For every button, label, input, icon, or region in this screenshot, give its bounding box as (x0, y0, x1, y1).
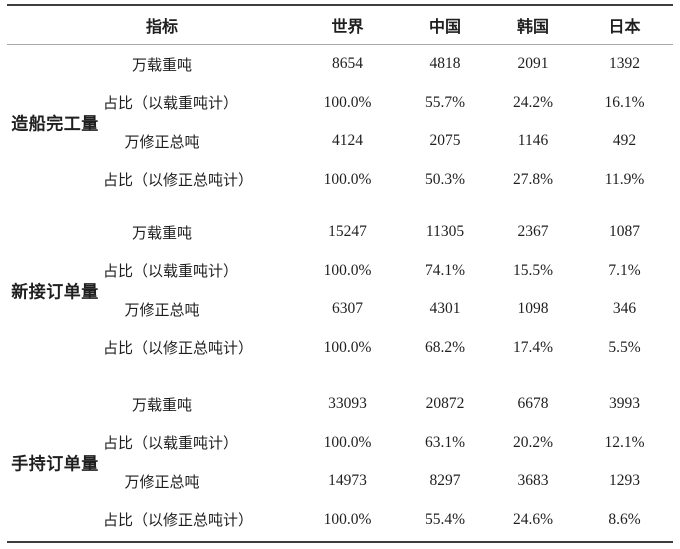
cell-value-china: 20872 (425, 395, 465, 413)
row-label: 万载重吨 (131, 57, 192, 74)
row-label: 万修正总吨 (124, 302, 200, 319)
cell-value-korea: 15.5% (512, 261, 554, 279)
row-label: 占比（以修正总吨计） (103, 341, 254, 358)
row-label: 占比（以修正总吨计） (103, 513, 254, 530)
row-label: 占比（以载重吨计） (103, 436, 239, 453)
row-group-order-backlog: 手持订单量 万载重吨 33093 20872 6678 3993 占比（以载重吨… (7, 385, 673, 539)
cell-value-japan: 11.9% (604, 170, 645, 188)
cell-value-world: 33093 (328, 395, 367, 413)
cell-value-japan: 12.1% (604, 433, 645, 451)
cell-value-china: 74.1% (424, 261, 466, 279)
cell-value-world: 100.0% (323, 93, 372, 111)
table-row: 万修正总吨 4124 2075 1146 492 (7, 122, 673, 161)
cell-value-world: 100.0% (323, 433, 372, 451)
table-header-row: 指标 世界 中国 韩国 日本 (7, 6, 673, 45)
cell-value-korea: 20.2% (512, 433, 554, 451)
cell-value-korea: 17.4% (512, 338, 554, 356)
cell-value-korea: 24.2% (512, 93, 554, 111)
header-col-korea: 韩国 (516, 19, 549, 36)
cell-value-world: 100.0% (323, 170, 372, 188)
cell-value-japan: 1293 (609, 472, 640, 490)
table-row: 占比（以载重吨计） 100.0% 55.7% 24.2% 16.1% (7, 84, 673, 123)
header-col-japan: 日本 (608, 19, 641, 36)
table-row: 万载重吨 8654 4818 2091 1392 (7, 45, 673, 84)
cell-value-china: 4818 (429, 55, 461, 73)
group-label-order-backlog: 手持订单量 (11, 454, 99, 474)
cell-value-japan: 1087 (609, 223, 640, 241)
header-indicator: 指标 (145, 19, 178, 36)
cell-value-world: 4124 (332, 132, 363, 150)
cell-value-world: 6307 (332, 300, 363, 318)
table-row: 万载重吨 15247 11305 2367 1087 (7, 213, 673, 252)
cell-value-korea: 2367 (517, 223, 549, 241)
header-col-china: 中国 (428, 19, 461, 36)
cell-value-china: 11305 (425, 223, 465, 241)
row-label: 万载重吨 (131, 225, 192, 242)
cell-value-japan: 3993 (609, 395, 640, 413)
cell-value-japan: 346 (612, 300, 637, 318)
cell-value-korea: 1146 (517, 132, 549, 150)
table-row: 占比（以修正总吨计） 100.0% 55.4% 24.6% 8.6% (7, 501, 673, 540)
cell-value-china: 8297 (429, 472, 461, 490)
row-label: 占比（以载重吨计） (103, 264, 239, 281)
cell-value-china: 2075 (429, 132, 461, 150)
group-label-new-orders: 新接订单量 (11, 282, 99, 302)
cell-value-korea: 27.8% (512, 170, 554, 188)
cell-value-world: 8654 (332, 55, 363, 73)
header-col-world: 世界 (331, 19, 364, 36)
row-label: 占比（以修正总吨计） (103, 173, 254, 190)
table-row: 万载重吨 33093 20872 6678 3993 (7, 385, 673, 424)
cell-value-japan: 8.6% (608, 510, 641, 528)
cell-value-china: 63.1% (424, 433, 466, 451)
cell-value-korea: 1098 (517, 300, 549, 318)
row-group-new-orders: 新接订单量 万载重吨 15247 11305 2367 1087 占比（以载重吨… (7, 213, 673, 367)
cell-value-world: 15247 (328, 223, 367, 241)
cell-value-china: 55.7% (424, 93, 466, 111)
cell-value-korea: 3683 (517, 472, 549, 490)
group-label-completed-output: 造船完工量 (11, 114, 99, 134)
cell-value-world: 14973 (328, 472, 367, 490)
cell-value-world: 100.0% (323, 261, 372, 279)
row-label: 占比（以载重吨计） (103, 96, 239, 113)
table-row: 占比（以载重吨计） 100.0% 74.1% 15.5% 7.1% (7, 252, 673, 291)
row-label: 万修正总吨 (124, 474, 200, 491)
table-row: 占比（以载重吨计） 100.0% 63.1% 20.2% 12.1% (7, 424, 673, 463)
cell-value-china: 4301 (429, 300, 461, 318)
cell-value-japan: 5.5% (608, 338, 641, 356)
table-row: 万修正总吨 6307 4301 1098 346 (7, 290, 673, 329)
row-group-completed-output: 造船完工量 万载重吨 8654 4818 2091 1392 占比（以载重吨计）… (7, 45, 673, 199)
shipbuilding-statistics-table: 指标 世界 中国 韩国 日本 造船完工量 万载重吨 8654 4818 2091… (7, 4, 673, 543)
row-label: 万修正总吨 (124, 134, 200, 151)
table-row: 万修正总吨 14973 8297 3683 1293 (7, 462, 673, 501)
cell-value-china: 68.2% (424, 338, 466, 356)
cell-value-china: 55.4% (424, 510, 466, 528)
cell-value-japan: 7.1% (608, 261, 641, 279)
cell-value-japan: 1392 (609, 55, 640, 73)
cell-value-world: 100.0% (323, 510, 372, 528)
cell-value-world: 100.0% (323, 338, 372, 356)
cell-value-china: 50.3% (424, 170, 466, 188)
table-row: 占比（以修正总吨计） 100.0% 50.3% 27.8% 11.9% (7, 161, 673, 200)
cell-value-korea: 2091 (517, 55, 549, 73)
cell-value-japan: 492 (612, 132, 637, 150)
cell-value-korea: 24.6% (512, 510, 554, 528)
table-row: 占比（以修正总吨计） 100.0% 68.2% 17.4% 5.5% (7, 329, 673, 368)
row-label: 万载重吨 (131, 397, 192, 414)
cell-value-japan: 16.1% (604, 93, 645, 111)
cell-value-korea: 6678 (517, 395, 549, 413)
